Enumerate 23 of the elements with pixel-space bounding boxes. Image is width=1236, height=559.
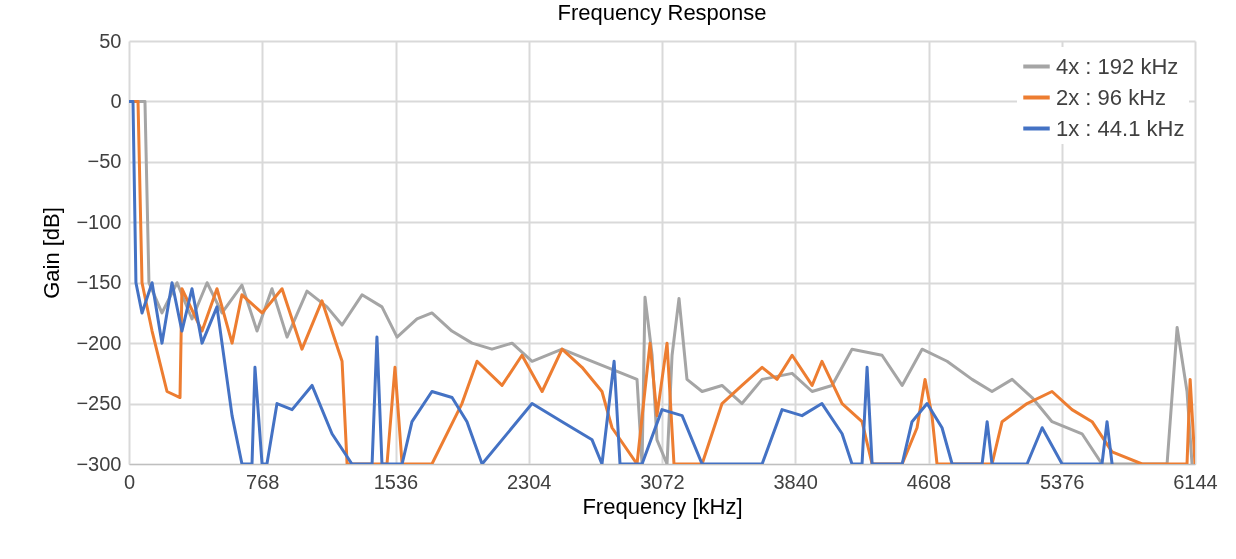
- y-tick-label: −150: [76, 271, 122, 294]
- x-axis-title: Frequency [kHz]: [582, 493, 743, 519]
- x-tick-label: 5376: [1040, 470, 1085, 493]
- x-tick-label: 768: [246, 470, 280, 493]
- y-tick-label: −50: [87, 150, 122, 173]
- x-tick-label: 3072: [640, 470, 685, 493]
- y-tick-label: −300: [76, 452, 122, 475]
- y-tick-label: −250: [76, 392, 122, 415]
- y-tick-label: −100: [76, 210, 122, 233]
- legend-label: 4x : 192 kHz: [1056, 53, 1179, 79]
- y-tick-label: 50: [99, 29, 122, 52]
- y-tick-label: −200: [76, 331, 122, 354]
- legend-label: 2x : 96 kHz: [1056, 84, 1167, 110]
- chart-title: Frequency Response: [557, 0, 767, 25]
- legend-label: 1x : 44.1 kHz: [1056, 115, 1185, 141]
- x-tick-label: 4608: [906, 470, 952, 493]
- y-axis-title: Gain [dB]: [39, 207, 65, 299]
- x-tick-label: 0: [123, 470, 136, 493]
- x-tick-label: 3840: [773, 470, 818, 493]
- x-tick-label: 2304: [507, 470, 552, 493]
- x-tick-label: 1536: [373, 470, 419, 493]
- x-tick-label: 6144: [1173, 470, 1218, 493]
- y-tick-label: 0: [110, 89, 122, 112]
